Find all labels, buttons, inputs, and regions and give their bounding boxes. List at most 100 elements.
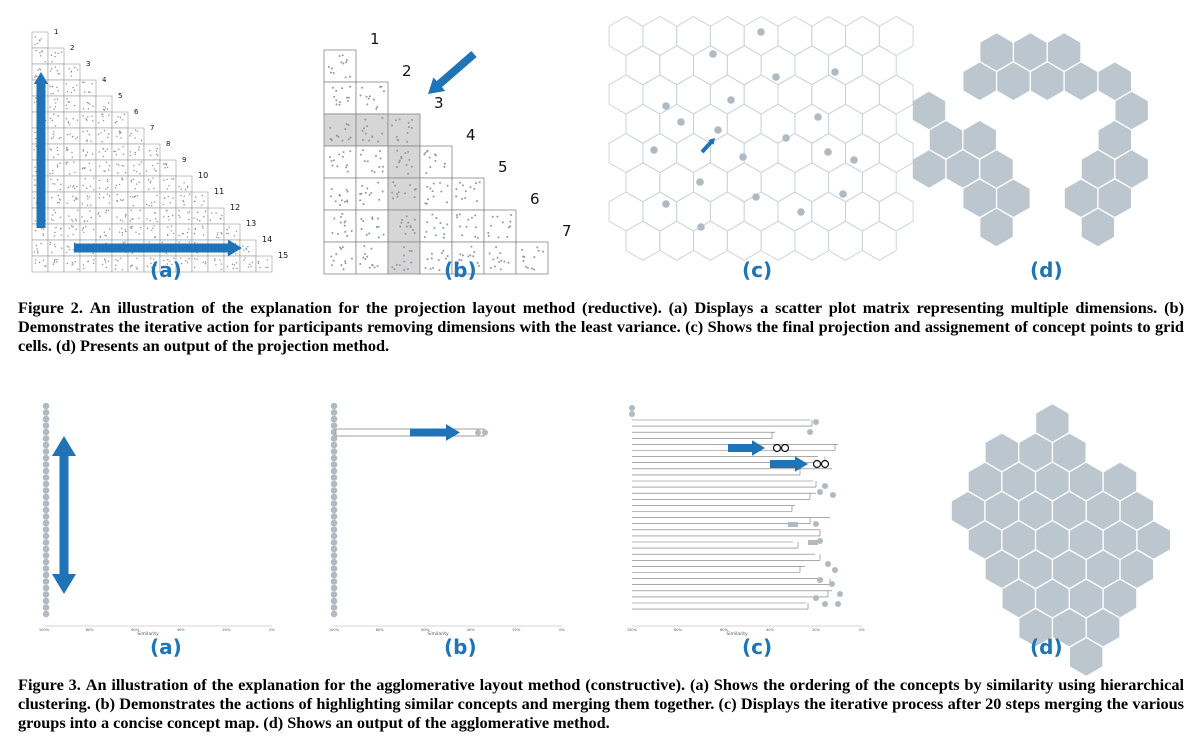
concept-point [839, 190, 847, 198]
axis-tick-label: 80% [376, 628, 385, 632]
concept-dot [42, 532, 50, 540]
grid-cell [676, 191, 711, 232]
scatter-dot [34, 36, 37, 38]
scatter-dot [193, 217, 195, 219]
scatter-dot [179, 216, 181, 218]
dimension-number: 15 [278, 251, 288, 260]
scatter-dot [40, 242, 42, 245]
scatter-dot [397, 191, 400, 194]
scatter-dot [203, 200, 205, 202]
scatter-dot [362, 149, 365, 152]
scatter-dot [366, 255, 369, 258]
scatter-dot [85, 154, 87, 156]
scatter-dot [359, 199, 362, 202]
scatter-dot [50, 93, 52, 95]
scatter-dot [67, 186, 70, 189]
scatter-dot [74, 260, 76, 263]
scatter-dot [426, 185, 429, 188]
scatter-dot [50, 218, 53, 220]
grid-cell [861, 220, 897, 261]
scatter-dot [156, 148, 158, 150]
scatter-dot [106, 148, 109, 150]
scatter-dot [67, 149, 69, 151]
scatter-dot [443, 165, 446, 168]
scatter-dot [107, 209, 110, 212]
scatter-dot [55, 102, 57, 104]
matrix-cell [323, 81, 357, 115]
output-hex [1036, 521, 1069, 559]
scatter-dot [66, 90, 69, 93]
scatter-dot [184, 260, 187, 262]
scatter-dot [108, 195, 111, 197]
grid-cell [676, 15, 711, 57]
scatter-dot [121, 232, 124, 234]
scatter-dot [107, 136, 109, 139]
scatter-dot [115, 184, 118, 187]
scatter-dot [428, 156, 431, 159]
scatter-dot [129, 265, 132, 268]
scatter-dot [34, 137, 37, 140]
scatter-dot [368, 266, 371, 269]
scatter-dot [214, 258, 216, 260]
output-hex [1070, 521, 1103, 559]
scatter-dot [114, 268, 117, 270]
scatter-dot [36, 248, 38, 250]
grouped-concept-dot [807, 429, 813, 435]
scatter-dot [51, 61, 53, 63]
scatter-dot [65, 83, 67, 85]
scatter-dot [119, 130, 121, 132]
grid-cell [709, 74, 745, 115]
scatter-dot [118, 148, 120, 151]
scatter-dot [81, 168, 84, 170]
scatter-dot [73, 89, 76, 92]
scatter-dot [35, 97, 37, 99]
concept-dot [330, 454, 338, 462]
scatter-dot [154, 211, 156, 214]
scatter-dot [439, 222, 442, 225]
scatter-dot [329, 71, 332, 74]
scatter-dot [346, 170, 349, 173]
scatter-dot [499, 252, 502, 255]
scatter-dot [33, 149, 35, 151]
scatter-dot [74, 66, 76, 69]
scatter-dot [147, 179, 150, 181]
scatter-dot [149, 182, 151, 184]
scatter-dot [464, 197, 467, 200]
scatter-dot [68, 246, 70, 248]
scatter-dot [330, 255, 333, 258]
scatter-dot [374, 154, 377, 157]
concept-point [752, 193, 760, 201]
scatter-dot [435, 217, 438, 220]
grid-cell [743, 132, 779, 174]
output-hex [1002, 579, 1035, 618]
scatter-dot [349, 150, 352, 153]
scatter-dot [171, 214, 174, 217]
scatter-dot [331, 264, 334, 267]
scatter-dot [42, 259, 45, 262]
scatter-dot [60, 234, 62, 236]
grid-cell [777, 15, 813, 57]
concept-dot [330, 610, 338, 618]
grid-cell [709, 15, 745, 57]
scatter-dot [506, 236, 509, 239]
scatter-dot [364, 132, 367, 135]
output-hex [980, 33, 1013, 71]
scatter-dot [332, 159, 335, 162]
scatter-dot [464, 190, 467, 193]
output-hex [912, 150, 946, 188]
scatter-dot [51, 119, 54, 122]
scatter-dot [103, 258, 106, 260]
scatter-dot [49, 173, 51, 175]
scatter-dot [148, 241, 150, 243]
scatter-dot [56, 86, 58, 88]
scatter-dot [236, 267, 238, 270]
scatter-dot [242, 245, 244, 247]
scatter-dot [405, 225, 408, 228]
scatter-dot [221, 233, 223, 235]
scatter-dot [167, 233, 169, 236]
concept-point [714, 126, 722, 134]
scatter-dot [124, 172, 127, 174]
matrix-cell [159, 207, 177, 225]
scatter-dot [476, 261, 479, 264]
concept-dot [42, 604, 50, 611]
